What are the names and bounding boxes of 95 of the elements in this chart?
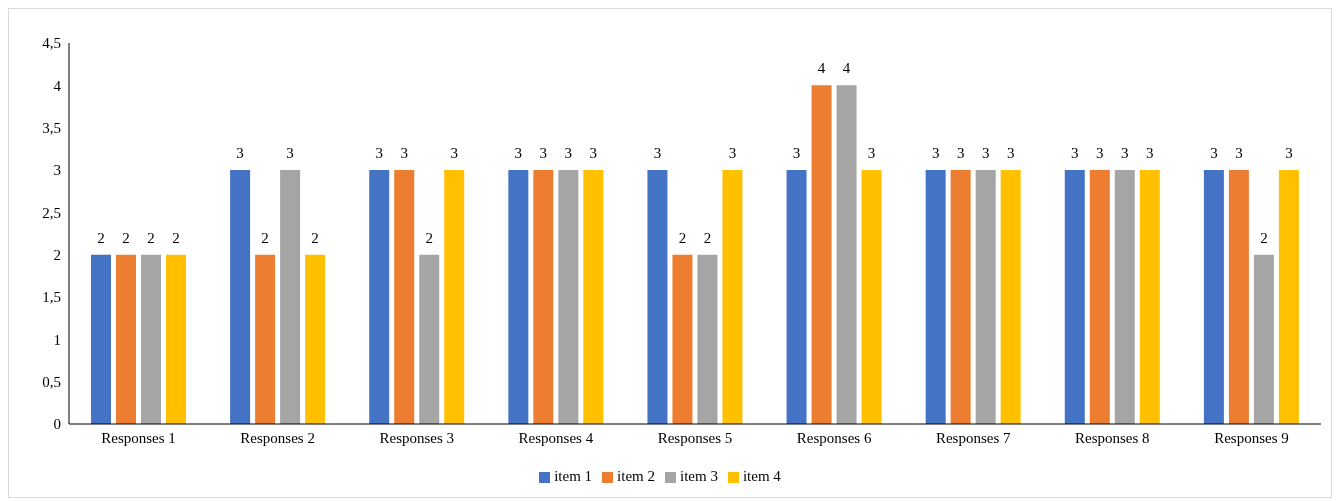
bar xyxy=(444,170,465,424)
x-tick-label: Responses 8 xyxy=(1075,429,1150,446)
data-label: 3 xyxy=(286,145,294,161)
bar xyxy=(697,254,718,424)
y-tick-label: 3,5 xyxy=(42,119,61,136)
data-label: 3 xyxy=(514,145,523,161)
bar xyxy=(1064,170,1085,424)
bar xyxy=(508,170,529,424)
data-label: 3 xyxy=(1071,145,1079,161)
bar xyxy=(91,254,111,424)
bar xyxy=(1114,170,1135,424)
data-label: 2 xyxy=(172,229,180,246)
data-label: 3 xyxy=(931,145,940,161)
x-tick-label: Responses 3 xyxy=(379,429,455,446)
data-label: 3 xyxy=(1285,145,1293,161)
bar xyxy=(722,170,743,424)
x-tick-label: Responses 2 xyxy=(240,429,315,446)
bar xyxy=(836,85,857,424)
data-label: 2 xyxy=(678,229,687,246)
bar xyxy=(1228,170,1249,424)
data-label: 3 xyxy=(375,145,383,161)
data-label: 3 xyxy=(981,145,990,161)
bar xyxy=(141,254,161,424)
bar xyxy=(861,170,882,424)
bar xyxy=(255,254,276,424)
x-tick-label: Responses 5 xyxy=(657,429,733,446)
bar xyxy=(166,254,186,424)
bar xyxy=(672,254,693,424)
y-tick-label: 4,5 xyxy=(42,35,61,52)
bar xyxy=(230,170,251,424)
data-label: 4 xyxy=(842,60,851,77)
y-tick-label: 2 xyxy=(53,246,61,263)
y-tick-label: 0 xyxy=(53,416,61,433)
data-label: 2 xyxy=(122,229,130,246)
data-label: 3 xyxy=(1006,145,1015,161)
data-label: 2 xyxy=(1260,229,1268,246)
legend-label: item 2 xyxy=(617,468,655,484)
data-label: 3 xyxy=(792,145,801,161)
data-label: 3 xyxy=(236,145,244,161)
bar xyxy=(305,254,326,424)
y-tick-label: 3 xyxy=(53,162,61,179)
data-label: 3 xyxy=(400,145,408,161)
bar xyxy=(975,170,996,424)
legend-label: item 1 xyxy=(554,468,593,484)
bar xyxy=(925,170,946,424)
x-tick-label: Responses 9 xyxy=(1214,429,1289,446)
bar xyxy=(1278,170,1299,424)
data-label: 2 xyxy=(703,229,712,246)
data-label: 2 xyxy=(97,229,105,246)
data-label: 3 xyxy=(1235,145,1243,161)
bar xyxy=(1253,254,1274,424)
data-label: 3 xyxy=(867,145,876,161)
x-tick-label: Responses 1 xyxy=(101,429,176,446)
bar xyxy=(786,170,807,424)
data-label: 3 xyxy=(956,145,965,161)
bar xyxy=(533,170,554,424)
data-label: 2 xyxy=(261,229,269,246)
data-label: 3 xyxy=(1146,145,1154,161)
data-label: 3 xyxy=(564,145,573,161)
x-tick-label: Responses 4 xyxy=(518,429,594,446)
data-label: 3 xyxy=(653,145,662,161)
bar xyxy=(419,254,440,424)
legend-label: item 3 xyxy=(680,468,718,484)
bar xyxy=(369,170,390,424)
data-label: 2 xyxy=(147,229,155,246)
bar xyxy=(558,170,579,424)
bar xyxy=(394,170,415,424)
data-label: 3 xyxy=(1210,145,1218,161)
bar xyxy=(280,170,301,424)
data-label: 3 xyxy=(450,145,458,161)
bar xyxy=(950,170,971,424)
data-label: 3 xyxy=(589,145,598,161)
y-tick-label: 0,5 xyxy=(42,373,61,390)
y-tick-label: 1,5 xyxy=(42,289,61,306)
data-label: 3 xyxy=(1096,145,1104,161)
data-label: 2 xyxy=(311,229,319,246)
bar xyxy=(647,170,668,424)
data-label: 2 xyxy=(425,229,433,246)
x-tick-label: Responses 7 xyxy=(935,429,1012,446)
bar xyxy=(583,170,604,424)
y-tick-label: 4 xyxy=(53,77,62,94)
x-tick-label: Responses 6 xyxy=(796,429,872,446)
bar xyxy=(811,85,832,424)
data-label: 4 xyxy=(817,60,826,77)
bar xyxy=(1089,170,1110,424)
bar xyxy=(1203,170,1224,424)
y-tick-label: 1 xyxy=(53,331,61,348)
data-label: 3 xyxy=(728,145,737,161)
data-label: 3 xyxy=(1121,145,1129,161)
bar xyxy=(1139,170,1160,424)
bar xyxy=(116,254,136,424)
legend-label: item 4 xyxy=(742,468,781,484)
y-tick-label: 2,5 xyxy=(42,204,61,221)
data-label: 3 xyxy=(539,145,548,161)
bar xyxy=(1000,170,1021,424)
